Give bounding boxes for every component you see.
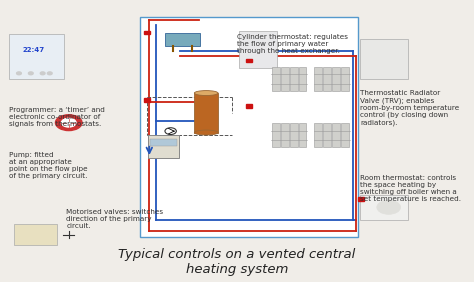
Text: Typical controls on a vented central
heating system: Typical controls on a vented central hea…: [118, 248, 356, 276]
Bar: [290, 67, 298, 91]
Bar: [323, 124, 331, 147]
Bar: [341, 67, 349, 91]
FancyBboxPatch shape: [360, 195, 408, 220]
Text: Motorised valves: switches
direction of the primary
circuit.: Motorised valves: switches direction of …: [66, 209, 164, 229]
Text: Pump: fitted
at an appropriate
point on the flow pipe
of the primary circuit.: Pump: fitted at an appropriate point on …: [9, 152, 88, 179]
Circle shape: [17, 72, 21, 75]
Bar: [194, 93, 218, 133]
Text: Thermostatic Radiator
Valve (TRV); enables
room-by-room temperature
control (by : Thermostatic Radiator Valve (TRV); enabl…: [360, 90, 459, 126]
Bar: [272, 124, 280, 147]
Bar: [246, 59, 252, 62]
Text: 22:47: 22:47: [23, 47, 45, 53]
Circle shape: [377, 200, 401, 214]
FancyBboxPatch shape: [360, 39, 408, 79]
Bar: [281, 124, 289, 147]
Bar: [314, 67, 322, 91]
Bar: [341, 124, 349, 147]
FancyBboxPatch shape: [239, 31, 277, 68]
FancyBboxPatch shape: [14, 224, 57, 245]
Bar: [332, 124, 340, 147]
Text: Programmer: a ‘timer’ and
electronic co-ordinator of
signals from thermostats.: Programmer: a ‘timer’ and electronic co-…: [9, 107, 105, 127]
Circle shape: [55, 115, 82, 131]
Bar: [323, 67, 331, 91]
Bar: [299, 124, 306, 147]
Bar: [281, 67, 289, 91]
FancyBboxPatch shape: [9, 34, 64, 79]
Text: Cylinder thermostat: regulates
the flow of primary water
through the heat exchan: Cylinder thermostat: regulates the flow …: [237, 34, 348, 54]
Bar: [332, 67, 340, 91]
Bar: [246, 104, 252, 108]
Bar: [144, 98, 150, 102]
Circle shape: [165, 128, 176, 135]
Bar: [144, 30, 150, 34]
Bar: [272, 67, 280, 91]
Bar: [290, 124, 298, 147]
Circle shape: [40, 72, 45, 75]
Ellipse shape: [194, 130, 218, 135]
Ellipse shape: [194, 91, 218, 96]
Circle shape: [28, 72, 33, 75]
Bar: [140, 17, 358, 237]
Circle shape: [47, 72, 52, 75]
Bar: [358, 197, 364, 201]
Bar: [165, 33, 200, 46]
Bar: [299, 67, 306, 91]
Bar: [151, 139, 176, 146]
Circle shape: [62, 118, 76, 127]
Text: Room thermostat: controls
the space heating by
switching off boiler when a
set t: Room thermostat: controls the space heat…: [360, 175, 461, 202]
Bar: [148, 135, 179, 158]
Bar: [314, 124, 322, 147]
